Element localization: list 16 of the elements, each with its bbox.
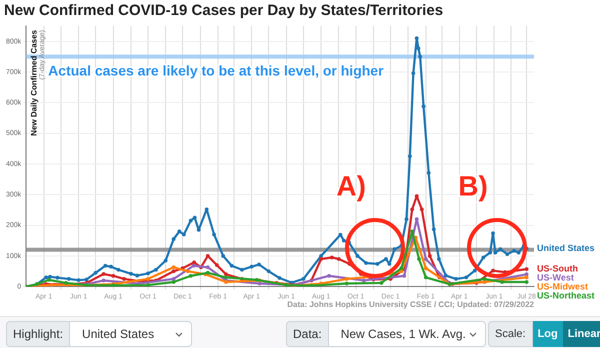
text: United States [82, 327, 154, 341]
series-label: US-West [537, 272, 574, 283]
series-label: US-Northeast [537, 290, 595, 301]
chart-title: New Confirmed COVID-19 Cases per Day by States/Territories [4, 2, 444, 20]
text: Log [532, 321, 563, 347]
series-label: United States [537, 243, 595, 254]
ref-line-label: Actual cases are likely to be at this level, or higher [48, 62, 384, 79]
text: Highlight: [6, 321, 70, 347]
series-label: US-Midwest [537, 282, 588, 292]
text: Data: [286, 321, 329, 347]
text: Scale: [488, 321, 533, 347]
annotation: B) [458, 170, 488, 202]
series-label: US-South [537, 264, 578, 274]
annotation: A) [336, 170, 366, 202]
text: Data: Johns Hopkins University CSSE / CCI; Updated: 07/29/2022 [287, 300, 535, 309]
text: New Cases, 1 Wk. Avg. [340, 327, 466, 341]
